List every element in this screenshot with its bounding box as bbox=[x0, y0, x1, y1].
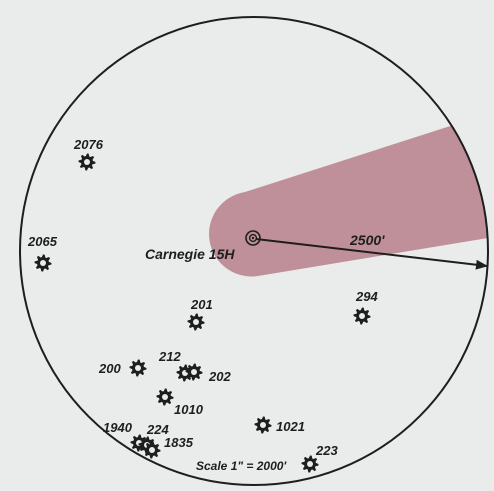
well-label: 1021 bbox=[276, 419, 305, 434]
lateral-path bbox=[209, 110, 488, 277]
well-1835: 1835 bbox=[143, 435, 194, 459]
radius-label: 2500' bbox=[349, 232, 385, 248]
well-label: 223 bbox=[315, 443, 338, 458]
well-symbol-icon bbox=[301, 455, 319, 473]
well-label: 2065 bbox=[27, 234, 58, 249]
well-label: 200 bbox=[98, 361, 121, 376]
well-223: 223 bbox=[301, 443, 338, 473]
well-202: 202 bbox=[185, 363, 231, 384]
well-label: 294 bbox=[355, 289, 378, 304]
well-label: 202 bbox=[208, 369, 231, 384]
well-1010: 1010 bbox=[156, 388, 204, 417]
well-symbol-icon bbox=[353, 307, 371, 325]
well-symbol-icon bbox=[129, 359, 147, 377]
well-2076: 2076 bbox=[73, 137, 104, 171]
well-294: 294 bbox=[353, 289, 378, 325]
well-200: 200 bbox=[98, 359, 147, 377]
well-label: 1010 bbox=[174, 402, 204, 417]
well-label: 1835 bbox=[164, 435, 194, 450]
center-well-label: Carnegie 15H bbox=[145, 246, 235, 262]
well-symbol-icon bbox=[78, 153, 96, 171]
well-201: 201 bbox=[187, 297, 213, 331]
bullseye-icon bbox=[245, 230, 261, 246]
well-symbol-icon bbox=[143, 441, 161, 459]
well-symbol-icon bbox=[185, 363, 203, 381]
well-label: 201 bbox=[190, 297, 213, 312]
scale-label: Scale 1" = 2000' bbox=[196, 459, 287, 473]
well-symbol-icon bbox=[156, 388, 174, 406]
well-label: 212 bbox=[158, 349, 181, 364]
well-1021: 1021 bbox=[254, 416, 305, 434]
review-circle bbox=[19, 16, 489, 486]
well-symbol-icon bbox=[187, 313, 205, 331]
well-label: 1940 bbox=[103, 420, 133, 435]
well-label: 224 bbox=[146, 422, 169, 437]
well-symbol-icon bbox=[254, 416, 272, 434]
well-label: 2076 bbox=[73, 137, 104, 152]
well-2065: 2065 bbox=[27, 234, 58, 272]
well-symbol-icon bbox=[34, 254, 52, 272]
radius-arrow bbox=[255, 238, 488, 270]
wells-layer: 2076 2065 201 294 200 212 202 1010 1021 1940 22418… bbox=[27, 137, 378, 473]
